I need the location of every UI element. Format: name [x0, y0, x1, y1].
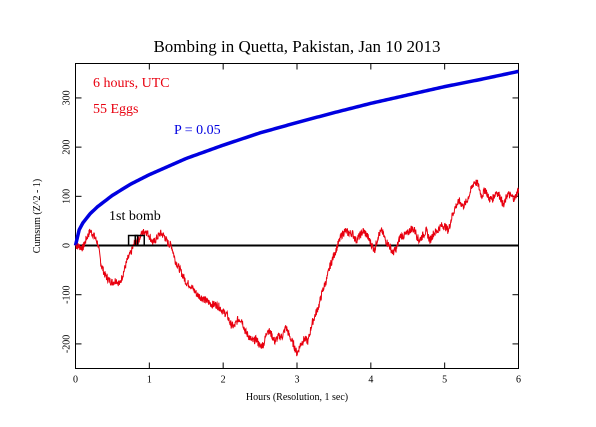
x-axis-label: Hours (Resolution, 1 sec) [246, 392, 348, 403]
y-axis-label: Cumsum (Z^2 - 1) [32, 179, 43, 253]
event-marker-box [127, 234, 139, 247]
event-markers [127, 234, 145, 247]
annotation-time-window: 6 hours, UTC [93, 76, 170, 91]
annotation-p-value: P = 0.05 [174, 123, 221, 138]
x-tick-label: 2 [221, 375, 226, 386]
x-tick-label: 3 [295, 375, 300, 386]
x-tick-label: 6 [516, 375, 521, 386]
x-tick-label: 5 [442, 375, 447, 386]
p-envelope-line [73, 69, 519, 246]
y-tick-label: 100 [62, 189, 73, 204]
x-tick-label: 4 [368, 375, 373, 386]
cumsum-series-line [75, 179, 519, 357]
y-tick-label: 0 [62, 243, 73, 248]
x-axis-ticks: 0 1 2 3 4 5 6 [73, 63, 521, 386]
x-tick-label: 1 [147, 375, 152, 386]
y-tick-label: -100 [62, 286, 73, 304]
y-tick-label: -200 [62, 335, 73, 353]
event-marker-box [134, 234, 145, 247]
x-tick-label: 0 [73, 375, 78, 386]
annotation-first-bomb: 1st bomb [109, 209, 161, 224]
y-tick-label: 200 [62, 140, 73, 155]
chart-title: Bombing in Quetta, Pakistan, Jan 10 2013 [153, 37, 440, 56]
annotation-eggs: 55 Eggs [93, 102, 139, 117]
y-tick-label: 300 [62, 90, 73, 105]
